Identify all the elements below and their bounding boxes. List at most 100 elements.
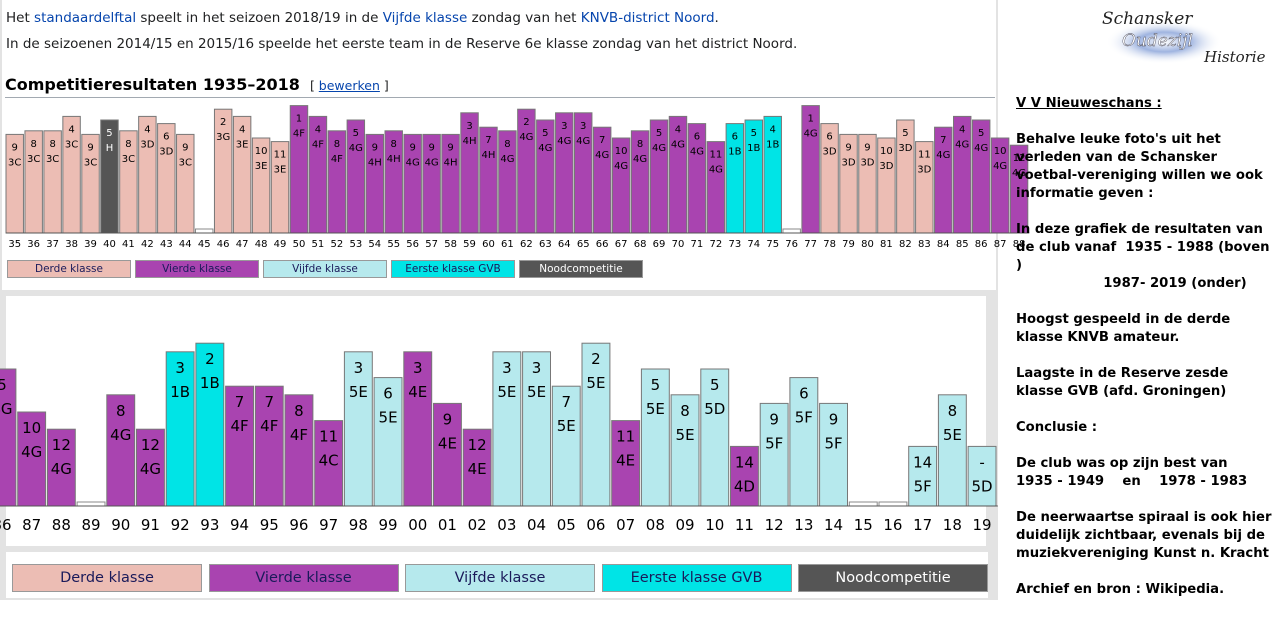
bar-position-label: 12 — [468, 436, 487, 454]
bar-class-label: 3D — [140, 139, 154, 150]
bar-position-label: 2 — [205, 350, 215, 368]
link-knvb-district[interactable]: KNVB-district Noord — [580, 10, 715, 26]
bar-position-label: 1 — [296, 114, 302, 125]
year-tick-label: 08 — [646, 516, 665, 534]
bar-class-label: 4H — [368, 157, 382, 168]
bar-position-label: 4 — [239, 124, 245, 135]
bottom-legend-vijfde-klasse: Vijfde klasse — [405, 564, 595, 592]
bar-position-label: 7 — [599, 135, 605, 146]
bar-class-label: 5F — [795, 409, 813, 427]
bar-position-label: 8 — [125, 139, 131, 150]
side-paragraph-5: Conclusie : — [1016, 420, 1098, 435]
bar-position-label: 10 — [880, 146, 893, 157]
bar-class-label: 4G — [974, 143, 988, 154]
year-tick-label: 15 — [854, 516, 873, 534]
bar-class-label: 4E — [408, 383, 427, 401]
heading-divider — [5, 97, 995, 98]
year-tick-label: 44 — [179, 239, 192, 250]
bar-class-label: 4G — [349, 143, 363, 154]
year-tick-label: 63 — [539, 239, 552, 250]
bar-position-label: 3 — [413, 359, 423, 377]
bar-position-label: 5 — [656, 128, 662, 139]
bar-class-label: 4E — [468, 460, 487, 478]
year-tick-label: 82 — [899, 239, 912, 250]
bar-position-label: 7 — [264, 393, 274, 411]
bar-position-label: 10 — [994, 146, 1007, 157]
bar-class-label: 5D — [972, 477, 993, 495]
bar-class-label: 5E — [497, 383, 516, 401]
bar-class-label: 4H — [444, 157, 458, 168]
year-tick-label: 78 — [823, 239, 836, 250]
bar-position-label: 10 — [22, 419, 41, 437]
year-tick-label: 18 — [943, 516, 962, 534]
bar-position-label: 7 — [561, 393, 571, 411]
logo-line-2: Oudezijl — [1122, 31, 1193, 51]
bar-position-label: 12 — [1013, 153, 1026, 164]
bar-position-label: 8 — [504, 139, 510, 150]
year-tick-label: 17 — [913, 516, 932, 534]
year-tick-label: 36 — [27, 239, 40, 250]
bar-class-label: 3C — [84, 157, 97, 168]
bar-bottom-98 — [343, 351, 373, 507]
bar-position-label: 6 — [694, 132, 700, 143]
year-tick-label: 73 — [728, 239, 741, 250]
bar-class-label: 4H — [387, 154, 401, 165]
side-title: V V Nieuweschans : — [1016, 96, 1162, 111]
top-legend-vijfde-klasse: Vijfde klasse — [263, 260, 387, 278]
bar-class-label: 4H — [482, 150, 496, 161]
bar-position-label: 10 — [255, 146, 268, 157]
logo: Schansker Oudezijl Historie — [1102, 9, 1266, 66]
bottom-chart: 54G86104G87124G888984G90124G9131B9221B93… — [0, 342, 998, 534]
year-tick-label: 81 — [880, 239, 893, 250]
intro-line-1: Het standaardelftal speelt in het seizoe… — [6, 5, 991, 31]
year-tick-label: 13 — [794, 516, 813, 534]
bar-bottom-10 — [700, 368, 730, 507]
bar-class-label: 4G — [140, 460, 161, 478]
bar-position-label: 9 — [372, 142, 378, 153]
link-vijfde-klasse[interactable]: Vijfde klasse — [382, 10, 468, 26]
bar-class-label: 4G — [557, 136, 571, 147]
bar-bottom-06 — [581, 342, 611, 507]
bar-position-label: 11 — [710, 150, 723, 161]
bar-bottom-96 — [284, 394, 314, 507]
bar-class-label: 4G — [936, 150, 950, 161]
bar-class-label: 5E — [646, 400, 665, 418]
bar-class-label: 4G — [51, 460, 72, 478]
bar-class-label: 3C — [122, 154, 135, 165]
year-tick-label: 06 — [586, 516, 605, 534]
bar-position-label: 3 — [466, 121, 472, 132]
year-tick-label: 67 — [615, 239, 628, 250]
link-standaardelftal[interactable]: standaardelftal — [34, 10, 137, 26]
year-tick-label: 97 — [319, 516, 338, 534]
bar-class-label: 3D — [841, 157, 855, 168]
edit-link[interactable]: bewerken — [318, 78, 380, 93]
bar-position-label: 11 — [319, 428, 338, 446]
bar-position-label: 6 — [732, 132, 738, 143]
year-tick-label: 70 — [672, 239, 685, 250]
bar-bottom-11 — [730, 445, 759, 507]
bar-position-label: 8 — [49, 139, 55, 150]
bar-bottom-00 — [403, 351, 433, 507]
bar-position-label: 5 — [710, 376, 720, 394]
year-tick-label: 50 — [293, 239, 306, 250]
bar-class-label: 5D — [704, 400, 725, 418]
bar-position-label: 4 — [675, 124, 681, 135]
top-chart: 93C3583C3683C3743C3893C395H4083C4143D426… — [5, 105, 1030, 250]
year-tick-label: 42 — [141, 239, 154, 250]
intro-text-pre: Het — [6, 10, 35, 26]
year-tick-label: 12 — [765, 516, 784, 534]
year-tick-label: 40 — [103, 239, 116, 250]
edit-section: [ bewerken ] — [310, 78, 389, 93]
top-legend-eerste-klasse-gvb: Eerste klasse GVB — [391, 260, 515, 278]
bar-position-label: 2 — [220, 117, 226, 128]
year-tick-label: 85 — [956, 239, 969, 250]
bar-position-label: 9 — [443, 410, 453, 428]
bar-class-label: 3E — [236, 139, 249, 150]
year-tick-label: 74 — [747, 239, 760, 250]
bar-position-label: 3 — [354, 359, 364, 377]
bar-bottom-02 — [462, 428, 492, 507]
side-paragraph-1: Behalve leuke foto's uit het verleden va… — [1016, 132, 1268, 201]
bar-position-label: 8 — [294, 402, 304, 420]
bar-position-label: 9 — [769, 410, 779, 428]
bar-position-label: 5 — [0, 376, 7, 394]
